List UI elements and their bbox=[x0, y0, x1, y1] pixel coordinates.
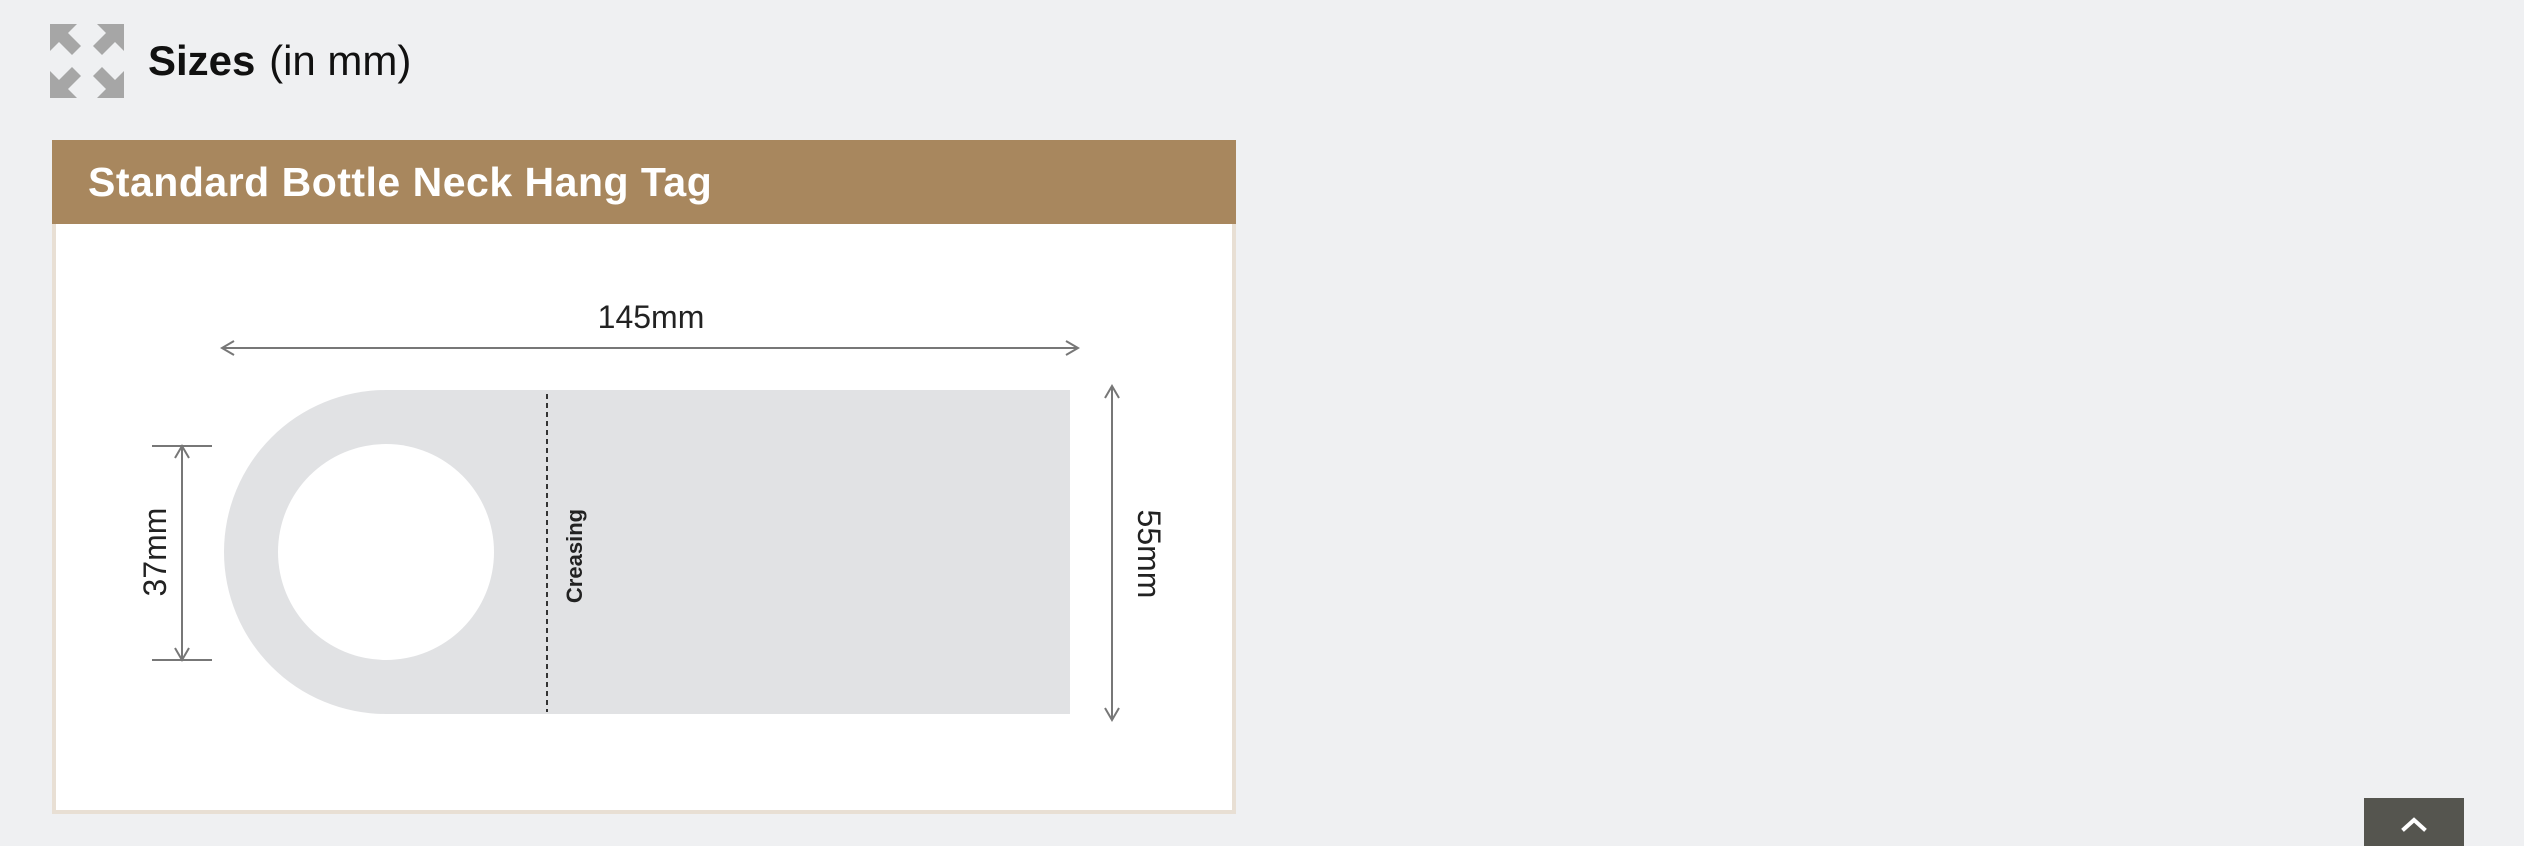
sizes-title-bold: Sizes bbox=[148, 37, 256, 84]
sizes-header: Sizes (in mm) bbox=[50, 24, 411, 98]
card-header: Standard Bottle Neck Hang Tag bbox=[52, 140, 1236, 224]
hang-tag-shape bbox=[224, 390, 1070, 714]
size-card: Standard Bottle Neck Hang Tag Creasing 1… bbox=[52, 140, 1236, 814]
scroll-to-top-button[interactable] bbox=[2364, 798, 2464, 846]
card-title: Standard Bottle Neck Hang Tag bbox=[88, 158, 713, 205]
sizes-title: Sizes (in mm) bbox=[148, 40, 411, 82]
hole-label: 37mm bbox=[137, 508, 173, 597]
crease-label: Creasing bbox=[562, 509, 587, 603]
chevron-up-icon bbox=[2401, 817, 2427, 832]
sizes-title-unit: (in mm) bbox=[269, 37, 412, 84]
width-label: 145mm bbox=[598, 299, 705, 335]
height-dimension bbox=[1104, 384, 1120, 722]
hole-dimension bbox=[152, 444, 212, 662]
height-label: 55mm bbox=[1131, 510, 1167, 599]
width-dimension bbox=[220, 340, 1080, 356]
hang-tag-diagram: Creasing 145mm 55mm 37mm bbox=[137, 299, 1167, 722]
expand-arrows-icon bbox=[50, 24, 124, 98]
